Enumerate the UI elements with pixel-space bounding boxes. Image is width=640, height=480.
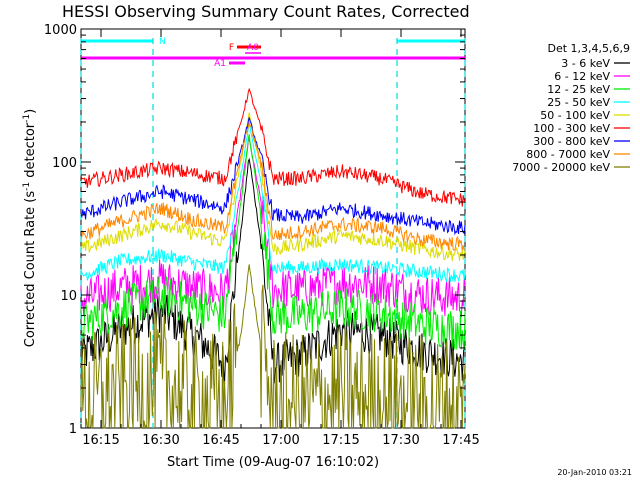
legend-label-8: 7000 - 20000 keV (512, 161, 610, 174)
y-axis-label: Corrected Count Rate (s-1 detector-1) (22, 109, 38, 347)
series-layer (80, 87, 466, 430)
series-line-3 (80, 123, 466, 284)
x-axis: 16:15 16:30 16:45 17:00 17:15 17:30 17:45 (80, 29, 480, 448)
status-label-2: F (229, 43, 234, 53)
status-label-0: N (159, 37, 166, 47)
chart-title: HESSI Observing Summary Count Rates, Cor… (62, 2, 470, 21)
legend-label-7: 800 - 7000 keV (526, 148, 610, 161)
legend-label-2: 12 - 25 keV (547, 83, 610, 96)
x-tick-label-4: 17:15 (322, 433, 359, 448)
timestamp: 20-Jan-2010 03:21 (557, 468, 632, 477)
legend-label-4: 50 - 100 keV (540, 109, 610, 122)
x-tick-label-5: 17:30 (382, 433, 419, 448)
series-line-6 (80, 117, 466, 236)
legend-label-3: 25 - 50 keV (547, 96, 610, 109)
y-label-part2: detector (23, 122, 38, 182)
y-label-part1: Corrected Count Rate (s (23, 191, 38, 348)
y-label-sup2: -1 (22, 114, 32, 123)
y-tick-label-2: 100 (52, 156, 77, 171)
status-label-3: A0 (247, 43, 259, 53)
x-axis-label: Start Time (09-Aug-07 16:10:02) (167, 455, 379, 470)
legend-label-5: 100 - 300 keV (533, 122, 610, 135)
series-line-7 (80, 120, 466, 251)
legend-label-1: 6 - 12 keV (554, 70, 610, 83)
status-label-4: A1 (214, 59, 226, 69)
series-line-4 (80, 112, 466, 262)
legend-label-6: 300 - 800 keV (533, 135, 610, 148)
y-tick-label-3: 1000 (44, 23, 77, 38)
legend-label-0: 3 - 6 keV (561, 57, 610, 70)
y-label-sup1: -1 (22, 182, 32, 191)
x-tick-label-6: 17:45 (442, 433, 479, 448)
x-tick-label-1: 16:30 (142, 433, 179, 448)
x-tick-label-0: 16:15 (82, 433, 119, 448)
x-tick-label-3: 17:00 (262, 433, 299, 448)
series-line-2 (80, 134, 466, 350)
y-tick-label-0: 1 (69, 422, 77, 437)
series-line-5 (80, 87, 466, 207)
series-line-8 (80, 264, 466, 430)
y-axis: 1 10 100 1000 (44, 23, 465, 437)
y-label-part3: ) (23, 109, 38, 114)
legend-header: Det 1,3,4,5,6,9 (547, 42, 630, 55)
x-tick-label-2: 16:45 (202, 433, 239, 448)
status-bars: N F A0 A1 (81, 37, 465, 69)
y-tick-label-1: 10 (60, 289, 77, 304)
series-line-0 (80, 157, 466, 386)
